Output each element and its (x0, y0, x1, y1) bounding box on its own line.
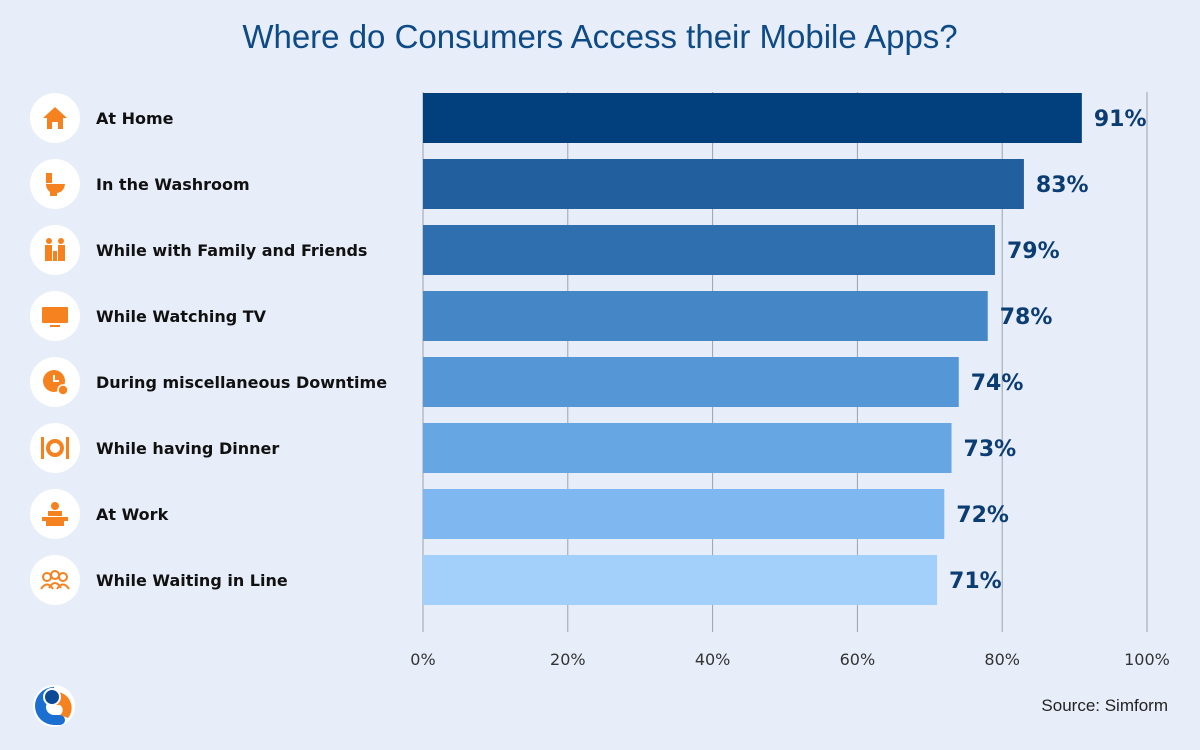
bar (423, 555, 938, 605)
category-label: While having Dinner (96, 439, 279, 458)
queue-icon (40, 570, 70, 590)
source-label: Source: (1041, 696, 1105, 715)
bar-value-label: 83% (1036, 173, 1089, 198)
x-tick-label: 60% (840, 650, 876, 669)
bar-value-label: 72% (956, 503, 1009, 528)
category-label: While Waiting in Line (96, 571, 288, 590)
toilet-icon (46, 173, 65, 196)
simform-logo (33, 685, 75, 727)
bar (423, 357, 959, 407)
category-label: At Home (96, 109, 174, 128)
icon-badge (30, 225, 80, 275)
bar-value-label: 91% (1094, 107, 1147, 132)
x-tick-label: 80% (984, 650, 1020, 669)
bar (423, 225, 995, 275)
category-label: While Watching TV (96, 307, 267, 326)
home-icon (43, 107, 67, 129)
category-label: While with Family and Friends (96, 241, 367, 260)
x-tick-label: 40% (695, 650, 731, 669)
work-desk-icon (42, 502, 68, 526)
x-tick-label: 100% (1124, 650, 1170, 669)
x-tick-label: 20% (550, 650, 586, 669)
bar (423, 489, 945, 539)
bar-value-label: 79% (1007, 239, 1060, 264)
x-tick-label: 0% (410, 650, 435, 669)
bar (423, 291, 988, 341)
category-label: In the Washroom (96, 175, 250, 194)
source-name: Simform (1104, 696, 1168, 715)
family-icon (45, 238, 65, 261)
bar-value-label: 78% (1000, 305, 1053, 330)
category-label: At Work (96, 505, 169, 524)
bar (423, 159, 1024, 209)
bar (423, 93, 1082, 143)
dinner-icon (41, 437, 69, 459)
bar-value-label: 71% (949, 569, 1002, 594)
chart-title: Where do Consumers Access their Mobile A… (242, 18, 958, 55)
tv-icon (42, 307, 68, 327)
bar (423, 423, 952, 473)
bar-value-label: 73% (964, 437, 1017, 462)
bar-value-label: 74% (971, 371, 1024, 396)
source-note: Source: Simform (1041, 696, 1168, 716)
category-label: During miscellaneous Downtime (96, 373, 387, 392)
clock-icon (43, 370, 69, 396)
